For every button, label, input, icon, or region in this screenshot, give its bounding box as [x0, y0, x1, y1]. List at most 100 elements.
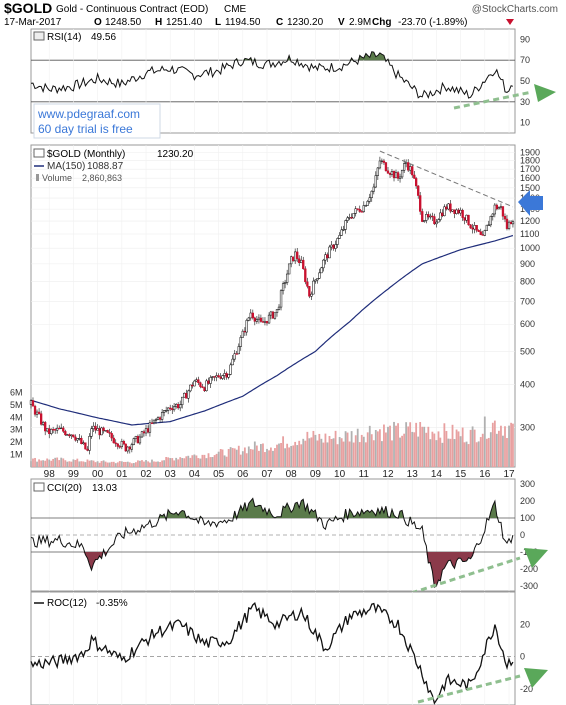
candle [100, 427, 103, 436]
candle [193, 380, 196, 387]
volume-bar [318, 433, 321, 467]
candle [511, 221, 515, 225]
candle [44, 422, 47, 432]
volume-bar [215, 453, 218, 467]
candle [491, 213, 494, 217]
volume-bar [231, 447, 234, 467]
volume-legend-swatch [36, 174, 39, 181]
source-label[interactable]: @StockCharts.com [472, 4, 558, 15]
candle [227, 374, 230, 378]
volume-bar [88, 460, 91, 467]
volume-bar [139, 460, 141, 467]
candle [443, 206, 446, 217]
volume-bar [86, 459, 89, 467]
candle [346, 217, 349, 221]
volume-bar [122, 461, 125, 467]
x-tick-label: 01 [116, 469, 128, 480]
high-label: H [155, 17, 162, 28]
volume-bar [38, 459, 40, 467]
volume-bar [292, 445, 295, 467]
volume-bar [128, 462, 131, 467]
volume-bar [500, 425, 502, 467]
candle [175, 404, 178, 407]
candle [29, 400, 33, 405]
volume-bar [491, 422, 494, 467]
candle [247, 317, 250, 321]
candle [413, 174, 416, 179]
candle [449, 203, 452, 212]
volume-bar [451, 424, 454, 467]
candle [298, 258, 301, 263]
volume-bar [78, 461, 81, 467]
candle [445, 206, 448, 210]
candle [294, 251, 297, 262]
volume-bar [356, 428, 359, 467]
candle [489, 216, 492, 226]
candle [376, 167, 380, 176]
volume-bar [298, 440, 301, 467]
candle [368, 197, 371, 202]
candle [78, 437, 81, 440]
cci-up-arrow-icon [524, 548, 548, 568]
watermark[interactable]: www.pdegraaf.com 60 day trial is free [33, 103, 161, 139]
candle [203, 387, 206, 392]
candle [283, 282, 287, 284]
candle [152, 419, 156, 424]
volume-bar [391, 440, 393, 467]
volume-bar [360, 434, 363, 467]
candle [116, 443, 119, 447]
chart-date: 17-Mar-2017 [4, 17, 62, 28]
candle [372, 186, 375, 192]
x-tick-label: 08 [286, 469, 298, 480]
candle [421, 211, 424, 222]
volume-bar [189, 457, 192, 467]
x-tick-label: 16 [479, 469, 491, 480]
volume-bar [145, 460, 147, 467]
volume-legend-value: 2,860,863 [82, 173, 122, 183]
volume-bar [332, 438, 335, 467]
candle [92, 425, 95, 429]
volume-bar [425, 432, 428, 467]
candle [509, 221, 513, 225]
volume-bar [106, 462, 109, 467]
downtrend-line [379, 150, 514, 208]
candle [48, 428, 51, 434]
volume-bar [50, 460, 53, 467]
volume-bar [282, 436, 285, 467]
volume-bar [255, 445, 258, 467]
volume-bar [316, 440, 319, 467]
candle [104, 430, 107, 432]
volume-bar [459, 436, 462, 467]
volume-bar [235, 449, 238, 467]
candle [160, 412, 164, 420]
candle [503, 216, 507, 220]
candle [255, 319, 259, 322]
candle [302, 259, 305, 270]
candle [475, 225, 478, 231]
candle [419, 195, 422, 212]
candle [344, 220, 347, 230]
candle [451, 209, 454, 212]
candle [66, 434, 69, 436]
volume-bar [348, 441, 351, 467]
candle [497, 207, 501, 210]
volume-bar [284, 448, 286, 467]
volume-bar [247, 446, 250, 467]
volume-bar [80, 461, 83, 467]
candle [120, 441, 123, 448]
volume-bar [506, 438, 508, 467]
candle [411, 166, 414, 176]
volume-bar [223, 455, 226, 467]
candle [354, 208, 357, 214]
volume-bar [272, 450, 274, 467]
volume-bar [58, 460, 61, 467]
candle [271, 311, 275, 319]
volume-bar [243, 447, 246, 467]
volume-bar [34, 457, 36, 467]
volume-bar [423, 426, 426, 467]
candle [235, 353, 238, 355]
candle [439, 212, 442, 220]
candle [211, 376, 214, 378]
volume-bar [310, 437, 313, 467]
watermark-url[interactable]: www.pdegraaf.com [37, 107, 140, 121]
